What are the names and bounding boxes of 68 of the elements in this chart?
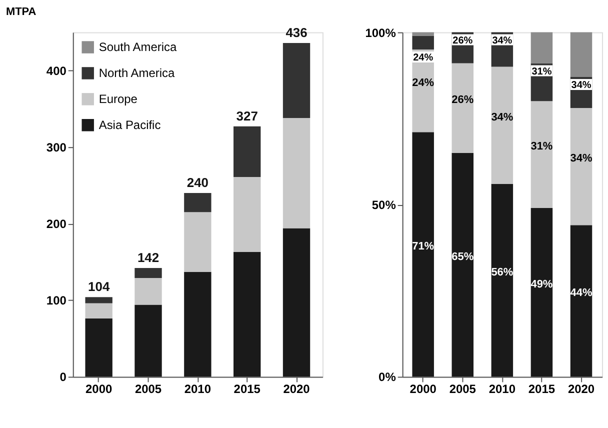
bar: [234, 252, 261, 377]
x-tick-label: 2010: [488, 382, 516, 396]
annotation: 34%: [571, 80, 592, 92]
y-tick-label: 200: [46, 217, 67, 232]
y-axis-title: MTPA: [6, 6, 36, 18]
bar: [282, 118, 310, 228]
legend-label: Europe: [98, 92, 138, 106]
data-label: 34%: [570, 152, 592, 165]
data-label: 26%: [452, 94, 474, 106]
bar: [234, 126, 261, 177]
bar: [134, 268, 162, 278]
annotation: 24%: [413, 52, 434, 64]
bar: [85, 303, 112, 319]
bar: [234, 176, 261, 252]
bar: [184, 212, 212, 272]
bar: [452, 63, 474, 153]
data-label: 56%: [491, 266, 514, 278]
bar: [530, 32, 553, 64]
bar: [570, 225, 592, 377]
x-tick-label: 2020: [568, 382, 595, 396]
x-tick-label: 2000: [410, 382, 437, 396]
y-tick-label: 100: [46, 294, 67, 308]
y-tick-label: 50%: [372, 198, 396, 212]
bar: [412, 132, 434, 377]
bar: [530, 101, 553, 208]
y-tick-label: 400: [46, 64, 67, 78]
data-label: 71%: [412, 240, 434, 252]
annotation: 26%: [452, 35, 473, 46]
bar: [184, 272, 212, 377]
total-label: 240: [186, 175, 208, 190]
annotation: 31%: [532, 66, 552, 78]
bar: [134, 304, 162, 377]
total-label: 142: [137, 250, 160, 266]
data-label: 65%: [452, 250, 474, 263]
x-tick-label: 2005: [449, 382, 476, 396]
x-tick-label: 2020: [283, 382, 310, 396]
y-tick-label: 100%: [365, 26, 396, 40]
bar: [282, 228, 310, 377]
x-tick-label: 2015: [234, 382, 261, 396]
data-label: 24%: [412, 76, 434, 89]
bar: [491, 184, 514, 377]
total-label: 104: [88, 279, 110, 294]
bar: [184, 193, 212, 212]
y-tick-label: 300: [46, 140, 67, 155]
bar: [85, 297, 112, 304]
y-tick-label: 0: [60, 370, 67, 384]
x-tick-label: 2015: [528, 382, 556, 396]
legend-label: South America: [98, 40, 178, 54]
x-tick-label: 2005: [134, 382, 162, 396]
data-label: 31%: [530, 140, 553, 153]
total-label: 327: [236, 108, 258, 124]
total-label: 436: [286, 25, 308, 40]
legend-label: Asia Pacific: [98, 118, 161, 132]
bar: [530, 208, 553, 377]
bar: [412, 36, 434, 50]
bar: [282, 42, 310, 118]
bar: [85, 318, 112, 377]
bar: [570, 32, 592, 78]
data-label: 34%: [491, 111, 514, 124]
x-tick-label: 2000: [86, 382, 112, 396]
bar: [452, 152, 474, 377]
bar: [491, 66, 514, 184]
y-tick-label: 0%: [378, 370, 396, 384]
legend-label: North America: [98, 66, 176, 80]
annotation: 34%: [492, 35, 512, 46]
bar: [134, 278, 162, 305]
bar: [570, 108, 592, 226]
x-tick-label: 2010: [184, 382, 212, 396]
